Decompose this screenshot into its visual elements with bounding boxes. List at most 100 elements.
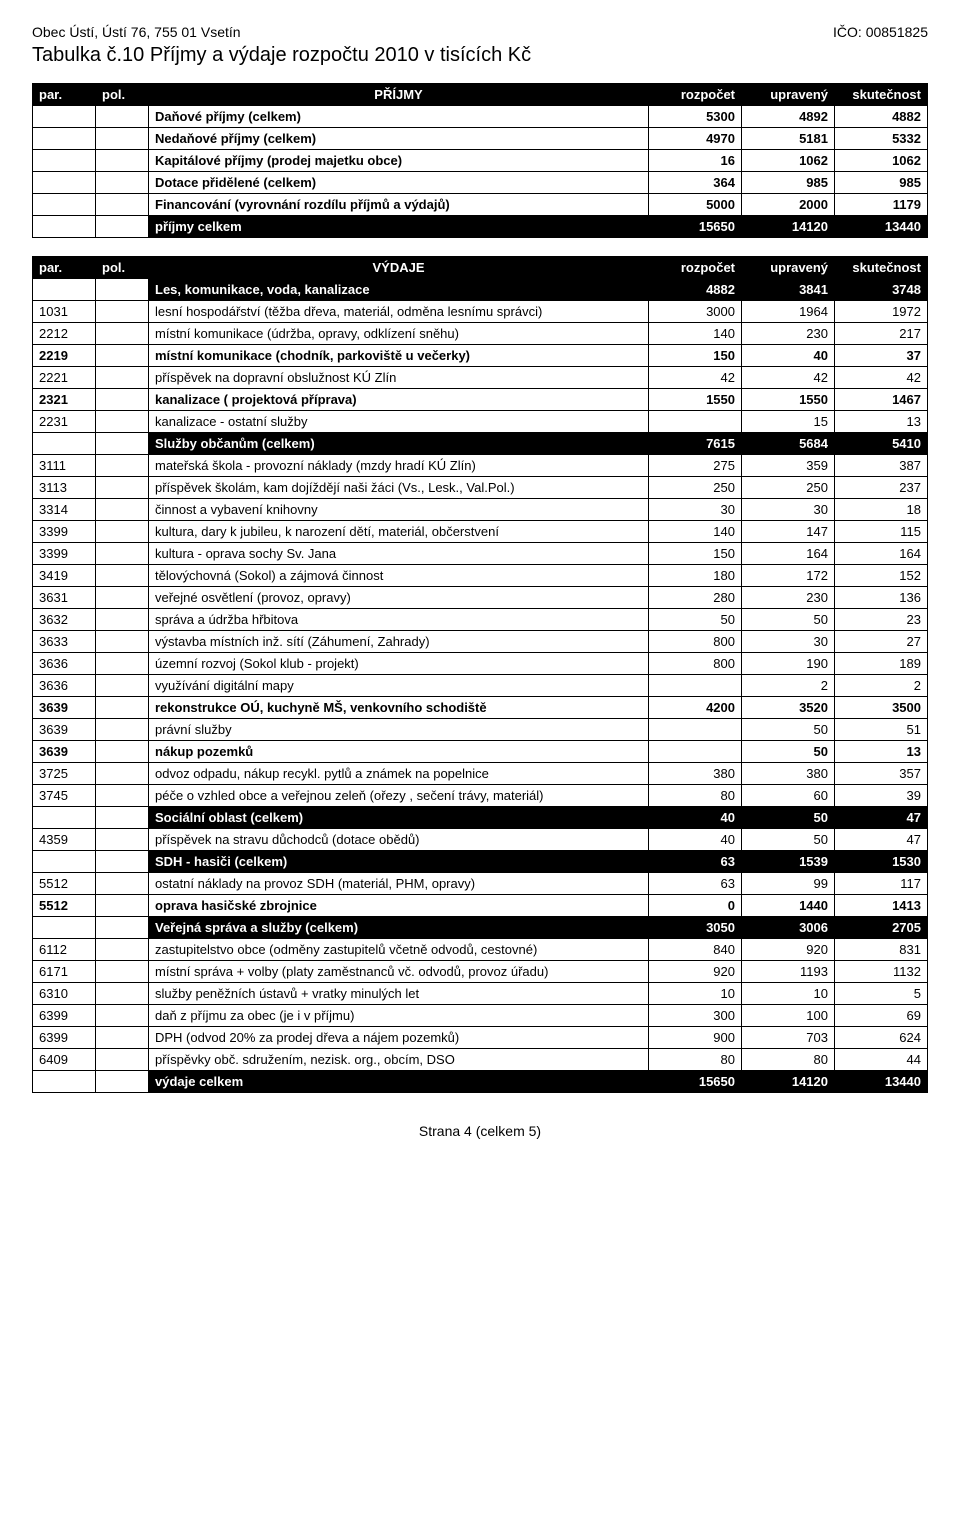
cell	[96, 763, 149, 785]
table-row: 3111mateřská škola - provozní náklady (m…	[33, 455, 928, 477]
cell: 42	[649, 367, 742, 389]
table-row: 1031lesní hospodářství (těžba dřeva, mat…	[33, 301, 928, 323]
cell: 30	[742, 631, 835, 653]
cell	[33, 172, 96, 194]
cell: 4359	[33, 829, 96, 851]
cell: 47	[835, 807, 928, 829]
table-row: 6310služby peněžních ústavů + vratky min…	[33, 983, 928, 1005]
cell: využívání digitální mapy	[149, 675, 649, 697]
page-title: Tabulka č.10 Příjmy a výdaje rozpočtu 20…	[32, 44, 928, 67]
cell: 3633	[33, 631, 96, 653]
cell: 115	[835, 521, 928, 543]
col-label: VÝDAJE	[149, 257, 649, 279]
cell: místní komunikace (údržba, opravy, odklí…	[149, 323, 649, 345]
cell: 3000	[649, 301, 742, 323]
cell: 40	[742, 345, 835, 367]
cell: DPH (odvod 20% za prodej dřeva a nájem p…	[149, 1027, 649, 1049]
cell: služby peněžních ústavů + vratky minulýc…	[149, 983, 649, 1005]
cell: Financování (vyrovnání rozdílu příjmů a …	[149, 194, 649, 216]
cell	[96, 609, 149, 631]
cell	[96, 128, 149, 150]
cell: 10	[649, 983, 742, 1005]
cell	[96, 106, 149, 128]
cell: 152	[835, 565, 928, 587]
cell: 237	[835, 477, 928, 499]
cell: 13440	[835, 1071, 928, 1093]
cell: 985	[835, 172, 928, 194]
cell: 172	[742, 565, 835, 587]
cell: 280	[649, 587, 742, 609]
cell	[96, 917, 149, 939]
cell: 14120	[742, 1071, 835, 1093]
cell: 60	[742, 785, 835, 807]
cell	[96, 499, 149, 521]
cell: příspěvek školám, kam dojíždějí naši žác…	[149, 477, 649, 499]
cell	[33, 917, 96, 939]
cell: činnost a vybavení knihovny	[149, 499, 649, 521]
cell: 2212	[33, 323, 96, 345]
cell: 357	[835, 763, 928, 785]
table-row: 3631veřejné osvětlení (provoz, opravy)28…	[33, 587, 928, 609]
table-row: 3419tělovýchovná (Sokol) a zájmová činno…	[33, 565, 928, 587]
col-par: par.	[33, 257, 96, 279]
cell: 387	[835, 455, 928, 477]
cell: nákup pozemků	[149, 741, 649, 763]
cell: kultura - oprava sochy Sv. Jana	[149, 543, 649, 565]
table-row: 6409příspěvky obč. sdružením, nezisk. or…	[33, 1049, 928, 1071]
cell: rekonstrukce OÚ, kuchyně MŠ, venkovního …	[149, 697, 649, 719]
cell	[96, 961, 149, 983]
cell: veřejné osvětlení (provoz, opravy)	[149, 587, 649, 609]
cell: 6409	[33, 1049, 96, 1071]
cell: 3006	[742, 917, 835, 939]
cell: 217	[835, 323, 928, 345]
cell: ostatní náklady na provoz SDH (materiál,…	[149, 873, 649, 895]
cell: tělovýchovná (Sokol) a zájmová činnost	[149, 565, 649, 587]
cell: 1193	[742, 961, 835, 983]
cell: 1062	[742, 150, 835, 172]
cell	[96, 150, 149, 172]
col-par: par.	[33, 84, 96, 106]
cell: právní služby	[149, 719, 649, 741]
cell	[96, 741, 149, 763]
income-table: par. pol. PŘÍJMY rozpočet upravený skute…	[32, 83, 928, 238]
cell: 3399	[33, 521, 96, 543]
cell: 3639	[33, 741, 96, 763]
cell: 5300	[649, 106, 742, 128]
cell: 359	[742, 455, 835, 477]
cell: 15	[742, 411, 835, 433]
cell: 150	[649, 345, 742, 367]
cell: výstavba místních inž. sítí (Záhumení, Z…	[149, 631, 649, 653]
cell	[96, 216, 149, 238]
cell: 250	[742, 477, 835, 499]
table-row: 2321kanalizace ( projektová příprava)155…	[33, 389, 928, 411]
cell: 80	[742, 1049, 835, 1071]
cell	[96, 1071, 149, 1093]
cell: zastupitelstvo obce (odměny zastupitelů …	[149, 939, 649, 961]
cell	[96, 279, 149, 301]
cell: 136	[835, 587, 928, 609]
cell: oprava hasičské zbrojnice	[149, 895, 649, 917]
cell: 39	[835, 785, 928, 807]
cell: správa a údržba hřbitova	[149, 609, 649, 631]
cell: 2	[742, 675, 835, 697]
cell: 42	[742, 367, 835, 389]
table-row: 6399daň z příjmu za obec (je i v příjmu)…	[33, 1005, 928, 1027]
cell: 16	[649, 150, 742, 172]
cell: 13440	[835, 216, 928, 238]
cell: místní správa + volby (platy zaměstnanců…	[149, 961, 649, 983]
table-row: 3113příspěvek školám, kam dojíždějí naši…	[33, 477, 928, 499]
cell: 150	[649, 543, 742, 565]
table-row: 6171místní správa + volby (platy zaměstn…	[33, 961, 928, 983]
cell: 15650	[649, 1071, 742, 1093]
cell: 3748	[835, 279, 928, 301]
cell: příjmy celkem	[149, 216, 649, 238]
table-row: Dotace přidělené (celkem)364985985	[33, 172, 928, 194]
cell: 380	[649, 763, 742, 785]
cell	[96, 1005, 149, 1027]
cell: 2	[835, 675, 928, 697]
col-adjusted: upravený	[742, 257, 835, 279]
cell: 7615	[649, 433, 742, 455]
cell: 3725	[33, 763, 96, 785]
cell	[96, 477, 149, 499]
cell: 2231	[33, 411, 96, 433]
